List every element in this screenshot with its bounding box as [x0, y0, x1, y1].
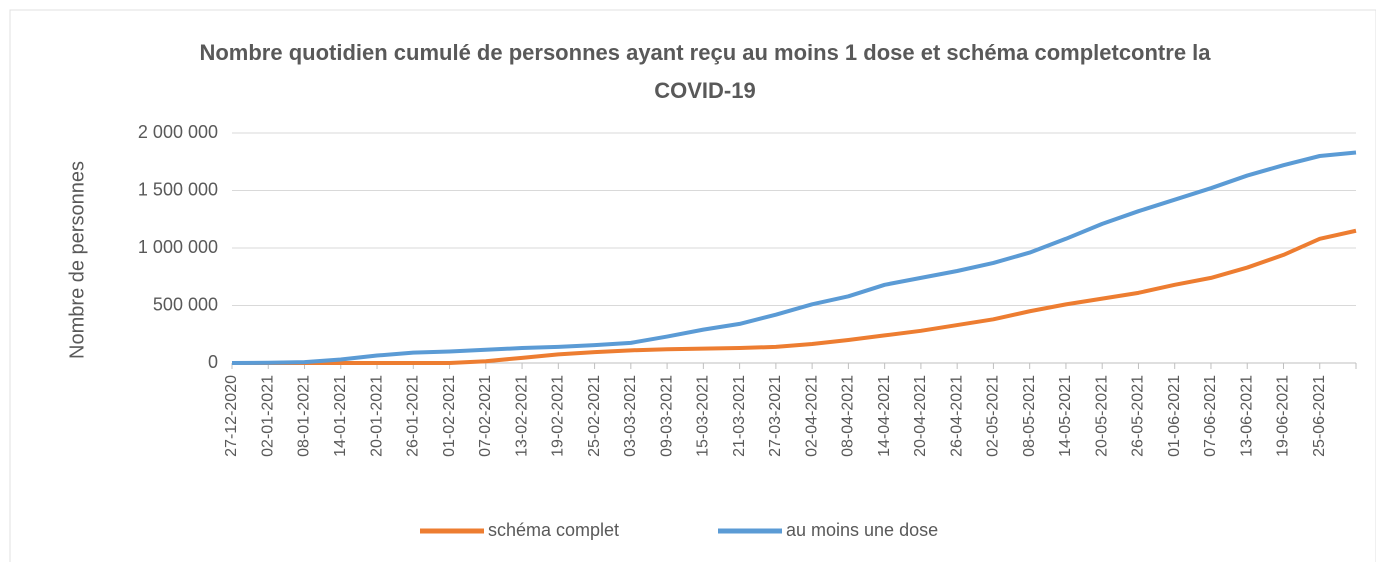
x-tick-label: 01-06-2021	[1166, 375, 1183, 457]
x-tick-label: 08-05-2021	[1021, 375, 1038, 457]
x-tick-label: 25-06-2021	[1311, 375, 1328, 457]
x-tick-label: 20-01-2021	[368, 375, 385, 457]
legend-label: schéma complet	[488, 520, 619, 540]
x-tick-label: 07-06-2021	[1202, 375, 1219, 457]
x-tick-label: 09-03-2021	[658, 375, 675, 457]
x-tick-label: 02-01-2021	[259, 375, 276, 457]
x-tick-label: 26-05-2021	[1130, 375, 1147, 457]
x-tick-label: 08-01-2021	[296, 375, 313, 457]
y-tick-label: 2 000 000	[138, 122, 218, 142]
x-tick-label: 19-02-2021	[550, 375, 567, 457]
x-tick-label: 20-04-2021	[912, 375, 929, 457]
x-tick-label: 14-04-2021	[876, 375, 893, 457]
x-tick-label: 19-06-2021	[1275, 375, 1292, 457]
y-axis-label: Nombre de personnes	[66, 161, 88, 359]
x-tick-label: 14-01-2021	[332, 375, 349, 457]
x-tick-label: 27-03-2021	[767, 375, 784, 457]
x-tick-label: 26-01-2021	[405, 375, 422, 457]
x-tick-label: 25-02-2021	[586, 375, 603, 457]
series-line	[231, 150, 1357, 365]
x-tick-label: 26-04-2021	[948, 375, 965, 457]
x-tick-label: 02-04-2021	[803, 375, 820, 457]
x-tick-label: 07-02-2021	[477, 375, 494, 457]
x-tick-label: 01-02-2021	[441, 375, 458, 457]
x-tick-label: 20-05-2021	[1093, 375, 1110, 457]
x-tick-label: 27-12-2020	[223, 375, 240, 457]
x-tick-label: 13-06-2021	[1238, 375, 1255, 457]
x-tick-label: 13-02-2021	[513, 375, 530, 457]
x-tick-label: 08-04-2021	[840, 375, 857, 457]
x-tick-label: 03-03-2021	[622, 375, 639, 457]
legend-label: au moins une dose	[786, 520, 938, 540]
series-line	[232, 228, 1357, 365]
chart-frame	[9, 9, 1376, 562]
y-tick-label: 1 500 000	[138, 179, 218, 199]
y-tick-label: 0	[208, 352, 218, 372]
x-tick-label: 02-05-2021	[985, 375, 1002, 457]
y-tick-label: 500 000	[153, 294, 218, 314]
y-tick-label: 1 000 000	[138, 237, 218, 257]
chart-title: Nombre quotidien cumulé de personnes aya…	[199, 40, 1211, 103]
x-tick-label: 21-03-2021	[731, 375, 748, 457]
x-tick-label: 15-03-2021	[695, 375, 712, 457]
x-tick-label: 14-05-2021	[1057, 375, 1074, 457]
